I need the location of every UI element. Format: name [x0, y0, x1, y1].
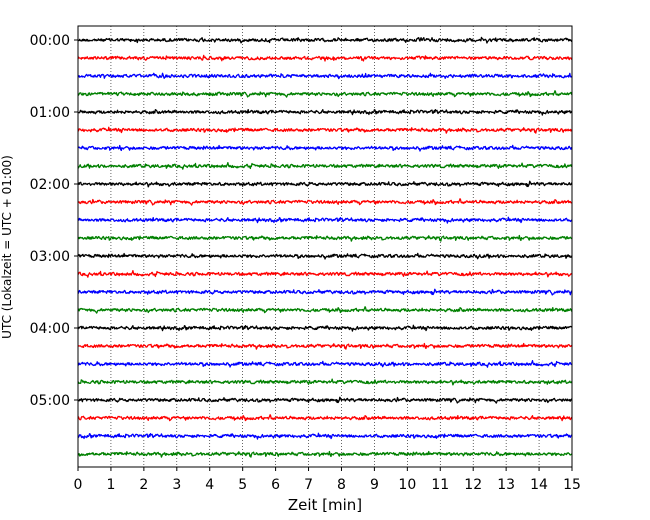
x-axis-label: Zeit [min]: [288, 496, 362, 514]
trace-0530: [77, 432, 573, 440]
trace-0300: [77, 252, 573, 260]
trace-0415: [77, 342, 573, 350]
trace-0245: [77, 234, 573, 242]
x-tick-label: 11: [431, 477, 449, 493]
x-tick-label: 1: [106, 477, 115, 493]
x-tick-label: 8: [337, 477, 346, 493]
trace-0515: [77, 414, 573, 422]
x-tick-label: 3: [172, 477, 181, 493]
trace-0430: [77, 360, 573, 368]
trace-0130: [77, 144, 573, 152]
trace-0145: [77, 162, 573, 170]
x-tick-label: 2: [139, 477, 148, 493]
seismogram-traces: [77, 36, 573, 458]
x-tick-label: 5: [238, 477, 247, 493]
y-tick-label: 01:00: [30, 105, 70, 121]
x-axis-ticks: 0 1 2 3 4 5 6 7 8 9 10 11 12 13 14 15: [74, 467, 581, 493]
x-tick-label: 9: [370, 477, 379, 493]
trace-0215: [77, 198, 573, 206]
trace-0330: [77, 288, 573, 296]
x-tick-label: 12: [464, 477, 482, 493]
y-tick-label: 02:00: [30, 177, 70, 193]
trace-0500: [77, 396, 573, 404]
x-tick-label: 14: [530, 477, 548, 493]
x-tick-label: 13: [497, 477, 515, 493]
trace-0000: [77, 36, 573, 44]
trace-0200: [77, 180, 573, 188]
trace-0545: [77, 450, 573, 458]
trace-0045: [77, 90, 573, 98]
y-axis-ticks: 00:00 01:00 02:00 03:00 04:00 05:00: [30, 33, 78, 409]
trace-0015: [77, 54, 573, 62]
trace-0115: [77, 126, 573, 134]
x-tick-label: 15: [563, 477, 581, 493]
trace-0345: [77, 306, 573, 314]
y-tick-label: 03:00: [30, 249, 70, 265]
x-tick-label: 10: [398, 477, 416, 493]
trace-0315: [77, 270, 573, 278]
y-tick-label: 05:00: [30, 393, 70, 409]
trace-0030: [77, 72, 573, 80]
trace-0400: [77, 324, 573, 332]
trace-0445: [77, 378, 573, 386]
y-tick-label: 00:00: [30, 33, 70, 49]
plot-frame: [77, 25, 573, 468]
x-tick-label: 6: [271, 477, 280, 493]
x-tick-label: 7: [304, 477, 313, 493]
x-tick-label: 0: [74, 477, 83, 493]
x-tick-label: 4: [205, 477, 214, 493]
y-axis-label: UTC (Lokalzeit = UTC + 01:00): [0, 155, 14, 339]
y-tick-label: 04:00: [30, 321, 70, 337]
trace-0230: [77, 216, 573, 224]
trace-0100: [77, 109, 573, 116]
